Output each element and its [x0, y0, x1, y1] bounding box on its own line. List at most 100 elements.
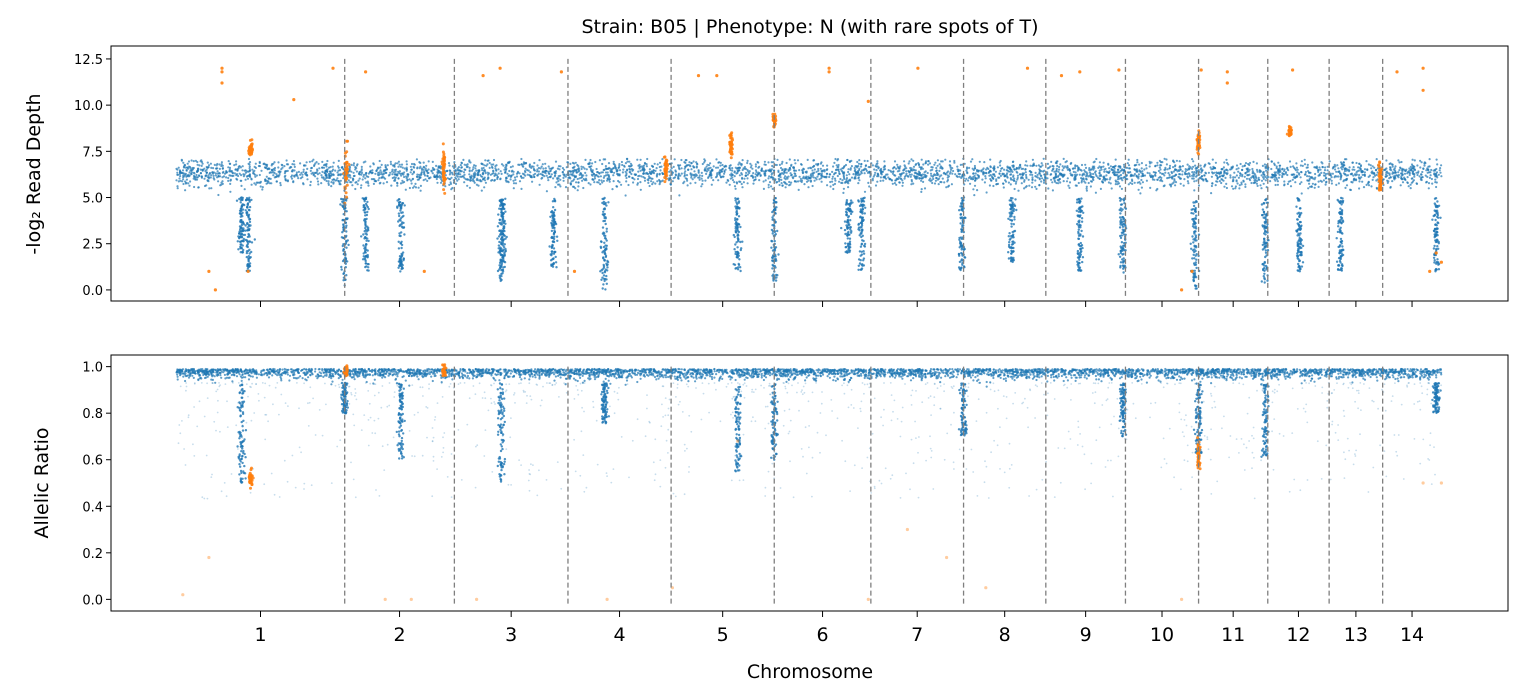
data-point: [197, 186, 200, 189]
data-point: [426, 179, 429, 182]
data-point: [474, 172, 477, 175]
data-point: [1321, 165, 1324, 169]
data-point: [831, 170, 834, 173]
data-point: [658, 165, 661, 169]
data-point: [203, 184, 207, 188]
data-point: [793, 180, 797, 183]
data-point: [1400, 160, 1403, 164]
data-point: [842, 175, 845, 178]
data-point: [322, 177, 325, 180]
data-point: [182, 182, 185, 186]
data-point: [1162, 185, 1165, 188]
data-point: [354, 168, 357, 171]
data-point: [1295, 162, 1298, 165]
data-point: [1373, 172, 1376, 175]
data-point: [1181, 173, 1184, 176]
data-point: [1203, 164, 1206, 167]
data-point: [1323, 169, 1327, 172]
data-point: [1098, 169, 1101, 172]
data-point: [1187, 182, 1190, 185]
data-point: [1212, 167, 1215, 170]
data-point: [641, 168, 644, 171]
data-point: [1358, 177, 1362, 180]
data-point: [812, 159, 815, 162]
data-point: [468, 186, 471, 189]
data-point: [1111, 166, 1115, 169]
data-point: [328, 175, 331, 178]
data-point: [1375, 179, 1378, 182]
data-point: [1074, 174, 1077, 177]
data-point: [1349, 188, 1352, 192]
data-point: [805, 171, 808, 174]
data-point: [954, 173, 957, 176]
dip-point: [247, 232, 250, 236]
dip-point: [500, 236, 504, 239]
data-point: [512, 179, 515, 182]
data-point: [826, 184, 829, 187]
data-point: [225, 171, 228, 174]
data-point: [1024, 168, 1027, 171]
data-point: [545, 169, 548, 173]
data-point: [1174, 181, 1178, 184]
data-point: [883, 160, 886, 163]
data-point: [853, 177, 856, 180]
dip-point: [501, 256, 504, 259]
data-point: [1408, 167, 1411, 170]
data-point: [1340, 163, 1343, 166]
data-point: [1025, 185, 1028, 188]
data-point: [856, 166, 859, 169]
data-point: [178, 177, 181, 180]
data-point: [941, 167, 944, 170]
data-point: [530, 166, 533, 169]
dip-point: [555, 266, 558, 269]
data-point: [1308, 177, 1311, 181]
dip-point: [496, 225, 500, 228]
data-point: [1168, 164, 1172, 167]
data-point: [770, 173, 773, 176]
data-point: [472, 175, 475, 178]
data-point: [1251, 167, 1254, 171]
data-point: [1145, 167, 1148, 170]
data-point: [779, 176, 782, 179]
data-point: [1367, 163, 1370, 166]
data-point: [200, 164, 203, 167]
data-point: [582, 174, 585, 177]
data-point: [211, 171, 214, 174]
data-point: [1270, 167, 1273, 171]
data-point: [1071, 167, 1074, 170]
data-point: [1255, 182, 1258, 185]
data-point: [998, 176, 1001, 179]
dip-point: [364, 232, 367, 235]
dip-point: [496, 237, 499, 240]
data-point: [859, 173, 862, 176]
data-point: [1133, 181, 1136, 184]
data-point: [1036, 176, 1039, 179]
data-point: [304, 164, 307, 167]
data-point: [1274, 179, 1277, 182]
data-point: [639, 158, 642, 161]
data-point: [922, 163, 925, 166]
dip-point: [240, 233, 243, 236]
dip-point: [248, 200, 251, 203]
data-point: [741, 159, 744, 162]
data-point: [580, 176, 583, 179]
data-point: [1168, 173, 1171, 177]
data-point: [607, 162, 611, 165]
data-point: [1326, 169, 1329, 172]
data-point: [518, 180, 522, 183]
dip-point: [396, 206, 399, 209]
data-point: [1046, 177, 1049, 180]
dip-point: [603, 236, 607, 240]
data-point: [758, 165, 761, 168]
data-point: [215, 164, 218, 167]
data-point: [293, 163, 296, 166]
data-point: [422, 161, 425, 164]
data-point: [405, 169, 408, 172]
data-point: [683, 172, 686, 175]
data-point: [1151, 178, 1154, 181]
data-point: [1311, 161, 1314, 164]
data-point: [908, 173, 912, 176]
data-point: [464, 168, 467, 171]
data-point: [1306, 163, 1309, 166]
data-point: [559, 185, 562, 188]
